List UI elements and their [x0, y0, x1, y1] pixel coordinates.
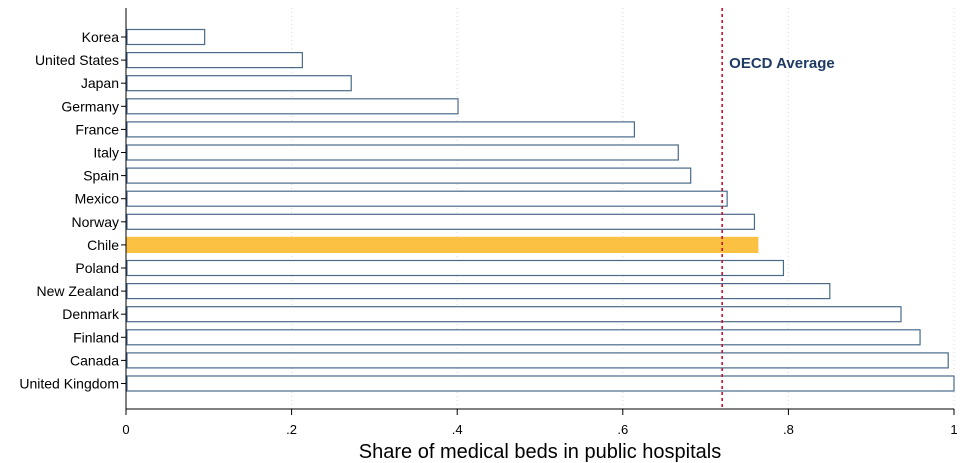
x-tick-label: .6 — [617, 422, 628, 437]
category-label: Chile — [87, 237, 119, 253]
category-labels: Korea United States Japan Germany France Ital… — [19, 29, 120, 392]
bar-italy — [126, 144, 679, 161]
x-tick-labels: 0 .2 .4 .6 .8 1 — [122, 422, 957, 437]
category-label: United Kingdom — [19, 376, 119, 392]
x-tick-label: 1 — [950, 422, 957, 437]
bar-denmark — [126, 306, 902, 323]
category-label: Canada — [70, 352, 119, 368]
bar-united-states — [126, 51, 303, 69]
bar-spain — [126, 167, 692, 184]
bar-norway — [126, 213, 756, 230]
gridlines — [291, 8, 955, 409]
bar-korea — [126, 28, 206, 46]
oecd-average-label: OECD Average — [729, 55, 835, 72]
category-label: United States — [35, 52, 119, 68]
category-label: New Zealand — [37, 283, 120, 299]
category-label: Finland — [73, 329, 119, 345]
bar-chile — [126, 236, 759, 253]
category-label: Spain — [83, 168, 119, 184]
bar-germany — [126, 98, 459, 115]
x-tick-label: .4 — [452, 422, 463, 437]
category-label: Denmark — [62, 306, 120, 322]
category-label: Korea — [82, 29, 120, 45]
x-tick-label: .8 — [783, 422, 794, 437]
category-label: Italy — [93, 145, 119, 161]
category-label: Poland — [75, 260, 119, 276]
bars — [126, 28, 955, 392]
category-label: Japan — [81, 75, 119, 91]
category-label: Norway — [72, 214, 119, 230]
bar-japan — [126, 75, 352, 92]
bar-france — [126, 121, 635, 138]
category-label: France — [75, 121, 119, 137]
category-label: Germany — [61, 98, 119, 114]
axes — [121, 8, 955, 415]
bar-canada — [126, 352, 949, 369]
bar-mexico — [126, 190, 728, 207]
bar-finland — [126, 329, 921, 346]
bar-poland — [126, 259, 785, 277]
x-axis-title: Share of medical beds in public hospital… — [359, 441, 721, 463]
x-tick-label: 0 — [122, 422, 129, 437]
category-label: Mexico — [75, 191, 120, 207]
bar-new-zealand — [126, 283, 831, 300]
x-tick-label: .2 — [286, 422, 297, 437]
bar-united-kingdom — [126, 375, 955, 392]
